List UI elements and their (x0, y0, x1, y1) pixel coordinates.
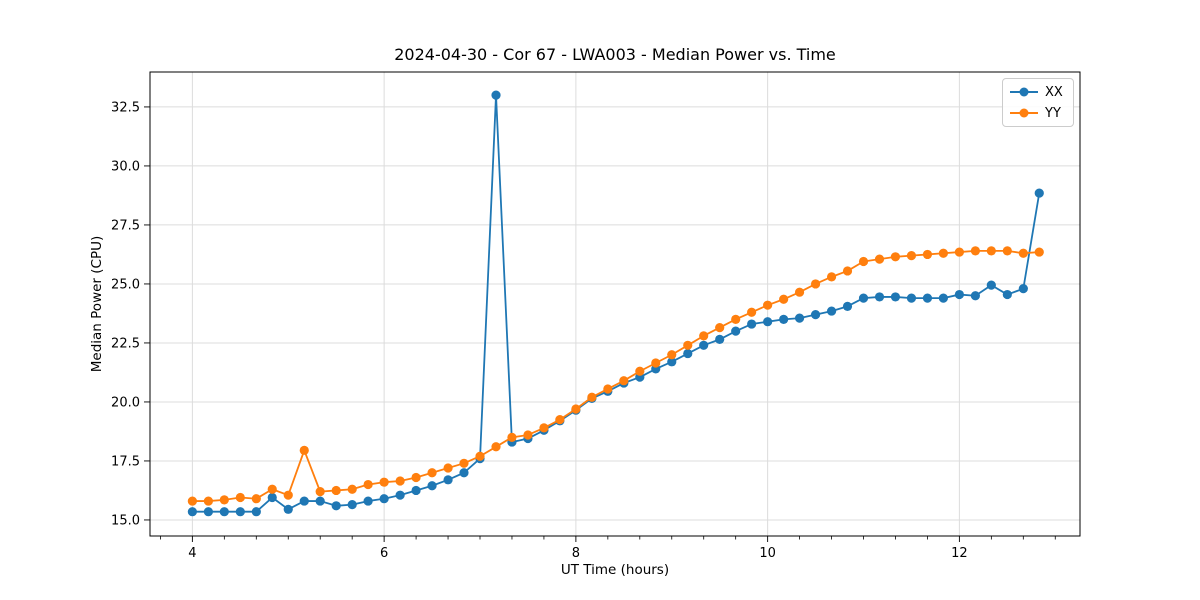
svg-text:27.5: 27.5 (111, 218, 140, 233)
x-axis-label: UT Time (hours) (560, 562, 670, 578)
svg-text:6: 6 (380, 546, 388, 561)
svg-text:22.5: 22.5 (111, 336, 140, 351)
svg-text:17.5: 17.5 (111, 454, 140, 469)
svg-text:15.0: 15.0 (111, 513, 140, 528)
svg-text:32.5: 32.5 (111, 100, 140, 115)
chart-title: 2024-04-30 - Cor 67 - LWA003 - Median Po… (394, 45, 836, 64)
svg-text:12: 12 (951, 546, 968, 561)
legend-swatch-xx (1010, 87, 1038, 97)
svg-text:4: 4 (188, 546, 196, 561)
svg-text:10: 10 (759, 546, 776, 561)
svg-text:25.0: 25.0 (111, 277, 140, 292)
legend-item-xx: XX (1010, 83, 1065, 101)
svg-text:20.0: 20.0 (111, 395, 140, 410)
legend-item-yy: YY (1010, 104, 1065, 122)
svg-text:30.0: 30.0 (111, 159, 140, 174)
legend-swatch-yy (1010, 108, 1038, 118)
legend-label-yy: YY (1045, 105, 1061, 121)
y-axis-label: Median Power (CPU) (89, 235, 105, 373)
svg-text:8: 8 (572, 546, 580, 561)
legend-label-xx: XX (1045, 84, 1063, 100)
legend: XX YY (1002, 78, 1074, 127)
